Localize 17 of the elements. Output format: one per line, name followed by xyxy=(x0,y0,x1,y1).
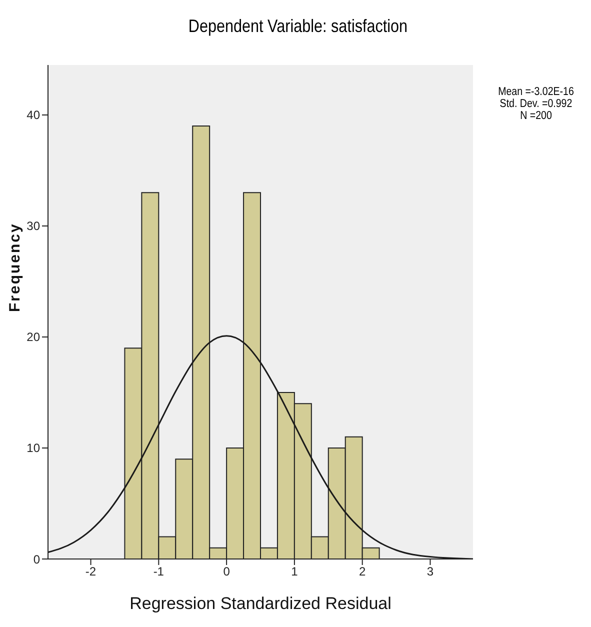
y-axis-title: Frequency xyxy=(6,222,24,312)
x-tick-label: 0 xyxy=(223,564,230,579)
x-tick-label: 2 xyxy=(358,564,366,579)
x-tick-label: 3 xyxy=(426,564,434,579)
text: N =200 xyxy=(519,110,553,122)
x-axis-title: Regression Standardized Residual xyxy=(130,594,392,613)
y-tick-label: 0 xyxy=(33,552,40,566)
x-tick-label: -1 xyxy=(153,564,164,579)
y-tick-label: 30 xyxy=(26,219,40,234)
y-tick-label: 20 xyxy=(26,330,40,344)
chart-title: Dependent Variable: satisfaction xyxy=(187,16,409,37)
x-tick-label: 1 xyxy=(291,564,298,579)
y-tick-label: 10 xyxy=(26,441,40,456)
x-tick-label: -2 xyxy=(85,564,96,579)
text: Std. Dev. =0.992 xyxy=(498,98,574,110)
y-tick-label: 40 xyxy=(26,108,40,122)
text: Mean =-3.02E-16 xyxy=(497,86,575,98)
